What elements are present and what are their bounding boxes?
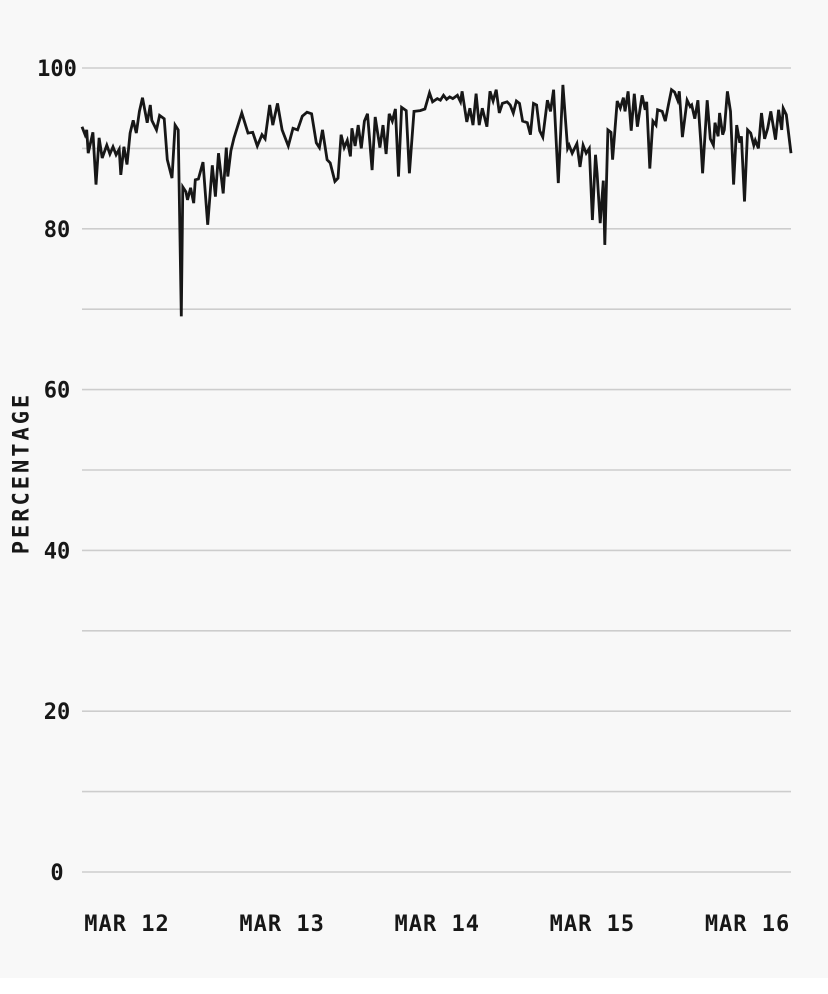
bottom-strip xyxy=(0,978,828,994)
y-tick-label: 20 xyxy=(44,700,71,725)
y-tick-label: 40 xyxy=(44,539,71,564)
y-tick-label: 80 xyxy=(44,218,71,243)
x-tick-label: MAR 13 xyxy=(239,912,324,937)
y-axis-title: PERCENTAGE xyxy=(9,391,35,555)
y-tick-label: 100 xyxy=(37,57,77,82)
y-tick-label: 60 xyxy=(44,379,71,404)
x-tick-label: MAR 12 xyxy=(84,912,169,937)
y-tick-label: 0 xyxy=(50,861,63,886)
x-tick-label: MAR 16 xyxy=(705,912,790,937)
percentage-series-line xyxy=(80,84,793,317)
x-tick-label: MAR 15 xyxy=(550,912,635,937)
x-tick-label: MAR 14 xyxy=(395,912,480,937)
